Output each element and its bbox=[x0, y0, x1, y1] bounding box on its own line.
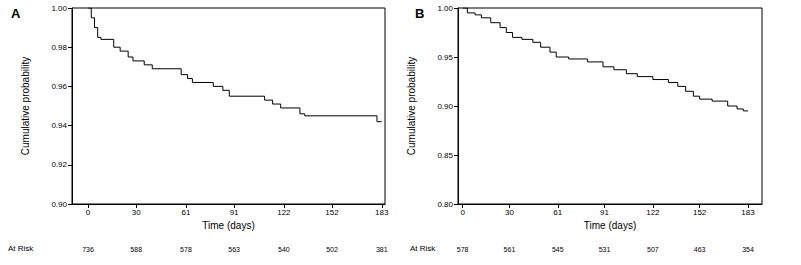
svg-text:0.94: 0.94 bbox=[51, 121, 67, 130]
svg-text:578: 578 bbox=[180, 246, 192, 253]
svg-text:0: 0 bbox=[460, 208, 465, 217]
svg-text:152: 152 bbox=[325, 208, 339, 217]
svg-text:91: 91 bbox=[230, 208, 239, 217]
svg-text:183: 183 bbox=[375, 208, 389, 217]
svg-text:30: 30 bbox=[505, 208, 514, 217]
svg-text:Cumulative probability: Cumulative probability bbox=[20, 57, 31, 155]
svg-text:A: A bbox=[11, 6, 21, 21]
svg-text:563: 563 bbox=[228, 246, 240, 253]
svg-text:463: 463 bbox=[694, 246, 706, 253]
svg-text:152: 152 bbox=[693, 208, 707, 217]
svg-text:545: 545 bbox=[552, 246, 564, 253]
svg-text:B: B bbox=[415, 6, 424, 21]
svg-text:At Risk: At Risk bbox=[410, 244, 436, 253]
svg-text:1.00: 1.00 bbox=[51, 4, 67, 13]
svg-text:561: 561 bbox=[504, 246, 516, 253]
svg-text:183: 183 bbox=[741, 208, 755, 217]
svg-text:61: 61 bbox=[553, 208, 562, 217]
svg-text:Cumulative probability: Cumulative probability bbox=[406, 57, 417, 155]
svg-text:531: 531 bbox=[599, 246, 611, 253]
svg-text:0.92: 0.92 bbox=[51, 160, 67, 169]
svg-text:0.80: 0.80 bbox=[437, 200, 453, 209]
svg-text:578: 578 bbox=[457, 246, 469, 253]
svg-text:736: 736 bbox=[82, 246, 94, 253]
svg-text:Time (days): Time (days) bbox=[202, 220, 254, 231]
svg-text:354: 354 bbox=[742, 246, 754, 253]
svg-text:0.90: 0.90 bbox=[437, 102, 453, 111]
svg-text:0.85: 0.85 bbox=[437, 151, 453, 160]
svg-text:0.95: 0.95 bbox=[437, 53, 453, 62]
svg-text:1.00: 1.00 bbox=[437, 4, 453, 13]
svg-text:381: 381 bbox=[376, 246, 388, 253]
svg-text:61: 61 bbox=[182, 208, 191, 217]
svg-text:588: 588 bbox=[130, 246, 142, 253]
svg-text:502: 502 bbox=[326, 246, 338, 253]
svg-text:0.90: 0.90 bbox=[51, 200, 67, 209]
svg-text:Time (days): Time (days) bbox=[584, 220, 636, 231]
svg-text:122: 122 bbox=[277, 208, 291, 217]
svg-text:122: 122 bbox=[646, 208, 660, 217]
svg-text:0.98: 0.98 bbox=[51, 43, 67, 52]
svg-text:540: 540 bbox=[278, 246, 290, 253]
svg-text:0.96: 0.96 bbox=[51, 82, 67, 91]
svg-text:507: 507 bbox=[647, 246, 659, 253]
svg-text:At Risk: At Risk bbox=[8, 244, 34, 253]
svg-text:30: 30 bbox=[132, 208, 141, 217]
svg-text:91: 91 bbox=[600, 208, 609, 217]
svg-text:0: 0 bbox=[86, 208, 91, 217]
